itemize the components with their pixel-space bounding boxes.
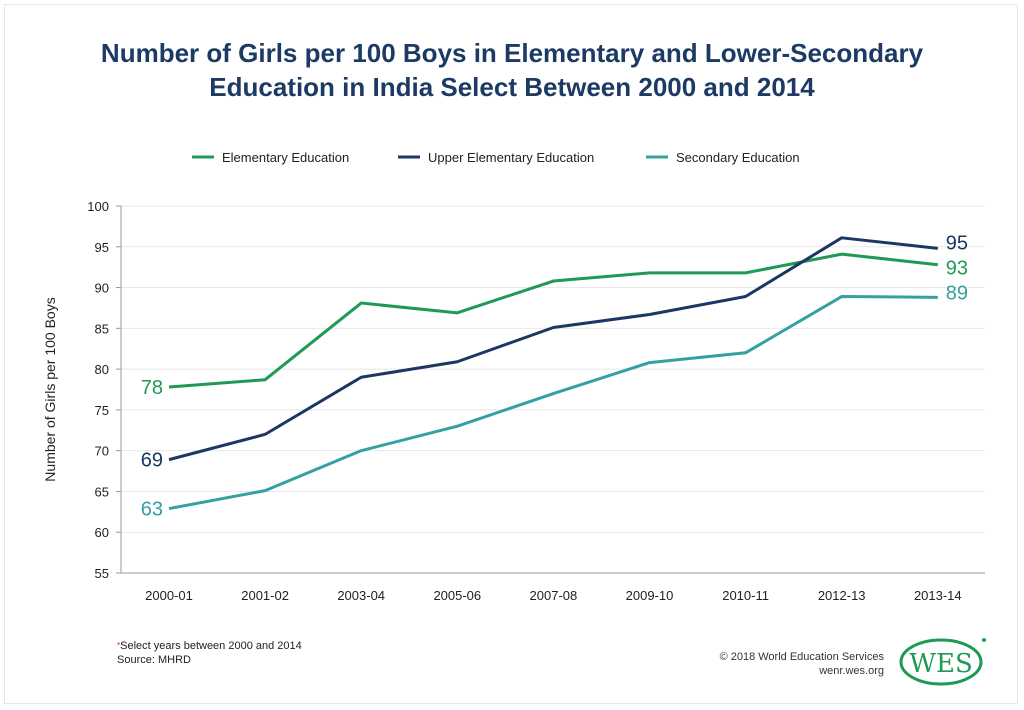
- x-tick-label: 2003-04: [337, 588, 385, 603]
- footnote-source: Source: MHRD: [117, 654, 191, 666]
- legend-label: Secondary Education: [676, 150, 800, 165]
- start-data-label: 69: [141, 450, 163, 472]
- start-data-label: 78: [141, 377, 163, 399]
- legend-label: Elementary Education: [222, 150, 349, 165]
- start-data-label: 63: [141, 499, 163, 521]
- y-tick-label: 70: [95, 444, 109, 459]
- legend-label: Upper Elementary Education: [428, 150, 594, 165]
- y-tick-label: 90: [95, 281, 109, 296]
- y-tick-label: 65: [95, 484, 109, 499]
- series-line: [168, 252, 938, 389]
- chart-title: Number of Girls per 100 Boys in Elementa…: [0, 36, 1024, 104]
- wes-logo: WES: [899, 638, 986, 686]
- x-tick-label: 2013-14: [914, 588, 962, 603]
- credit: © 2018 World Education Services wenr.wes…: [720, 650, 884, 678]
- footnote: *Select years between 2000 and 2014 Sour…: [117, 639, 302, 667]
- y-tick-label: 85: [95, 321, 109, 336]
- x-tick-label: 2001-02: [241, 588, 289, 603]
- x-tick-label: 2010-11: [722, 588, 769, 603]
- svg-text:WES: WES: [909, 649, 973, 679]
- chart-title-line2: Education in India Select Between 2000 a…: [209, 72, 815, 102]
- end-data-label: 89: [946, 282, 968, 304]
- copyright-text: © 2018 World Education Services: [719, 651, 884, 663]
- end-data-label: 93: [946, 257, 968, 279]
- x-tick-label: 2005-06: [433, 588, 481, 603]
- x-tick-label: 2007-08: [530, 588, 578, 603]
- y-tick-label: 80: [95, 362, 109, 377]
- series-line: [168, 236, 938, 462]
- x-tick-label: 2012-13: [818, 588, 866, 603]
- footnote-asterisk: *: [117, 641, 121, 650]
- x-tick-label: 2000-01: [145, 588, 193, 603]
- y-tick-label: 100: [87, 199, 109, 214]
- y-tick-label: 55: [95, 566, 109, 581]
- chart-frame: [4, 4, 1018, 704]
- y-axis-label: Number of Girls per 100 Boys: [42, 297, 58, 481]
- y-tick-label: 60: [95, 525, 109, 540]
- footnote-note: Select years between 2000 and 2014: [120, 640, 302, 652]
- website-text: wenr.wes.org: [819, 665, 884, 677]
- y-tick-label: 95: [95, 240, 109, 255]
- x-tick-label: 2009-10: [626, 588, 674, 603]
- y-tick-label: 75: [95, 403, 109, 418]
- chart-title-line1: Number of Girls per 100 Boys in Elementa…: [100, 38, 924, 68]
- end-data-label: 95: [946, 232, 968, 254]
